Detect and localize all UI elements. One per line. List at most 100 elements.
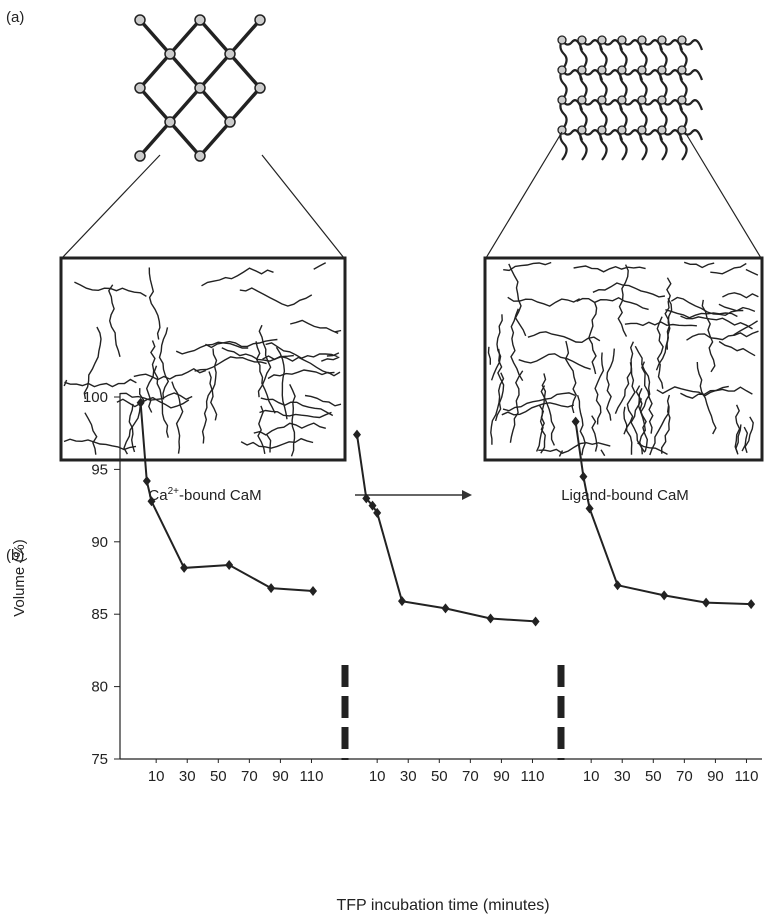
polymer-chain	[503, 393, 575, 411]
polymer-chain	[314, 263, 326, 270]
node	[165, 49, 175, 59]
zoom-line	[62, 155, 160, 258]
x-tick-label: 110	[300, 768, 324, 785]
strand	[230, 20, 260, 54]
x-tick-label: 10	[369, 768, 386, 785]
node	[618, 126, 626, 134]
polymer-chain	[631, 398, 645, 452]
strand	[680, 70, 702, 100]
polymer-chain	[671, 298, 743, 316]
strand	[600, 100, 622, 130]
strand	[640, 70, 662, 100]
node	[255, 15, 265, 25]
x-tick-label: 70	[676, 768, 693, 785]
strand	[200, 20, 230, 54]
polymer-chain	[657, 298, 672, 370]
strand	[660, 130, 682, 160]
polymer-chain	[290, 320, 338, 333]
x-tick-label: 110	[735, 768, 759, 785]
node	[578, 36, 586, 44]
strand	[560, 130, 582, 160]
x-tick-label: 50	[210, 768, 227, 785]
x-tick-label: 10	[148, 768, 165, 785]
node	[225, 117, 235, 127]
node	[195, 151, 205, 161]
polymer-chain	[697, 362, 716, 434]
caption-sup: 2+	[168, 486, 180, 497]
polymer-network	[64, 262, 759, 456]
node	[618, 36, 626, 44]
polymer-chain	[202, 268, 274, 286]
polymer-chain	[268, 370, 340, 379]
node	[678, 36, 686, 44]
polymer-chain	[574, 266, 646, 272]
polymer-chain	[657, 386, 729, 395]
polymer-chain	[267, 435, 271, 453]
strand	[580, 40, 602, 70]
node	[165, 117, 175, 127]
zoom-line	[486, 132, 562, 258]
polymer-chain	[687, 331, 759, 340]
polymer-chain	[492, 314, 503, 380]
strand	[230, 88, 260, 122]
node	[558, 96, 566, 104]
strand	[620, 130, 642, 160]
line	[576, 422, 752, 604]
panel-label: (a)	[6, 9, 24, 26]
strand	[140, 122, 170, 156]
polymer-chain	[595, 353, 603, 425]
x-tick-label: 30	[400, 768, 417, 785]
caption: Ca2+-bound CaM	[148, 486, 261, 504]
x-tick-label: 70	[241, 768, 258, 785]
point	[614, 580, 622, 590]
node	[558, 36, 566, 44]
polymer-chain	[109, 285, 120, 357]
y-tick-label: 90	[91, 534, 108, 551]
node	[135, 15, 145, 25]
polymer-chain	[607, 349, 615, 421]
node	[598, 36, 606, 44]
polymer-chain	[64, 380, 136, 387]
point	[532, 616, 540, 626]
node	[558, 66, 566, 74]
polymer-chain	[263, 356, 335, 373]
polymer-chain	[710, 264, 746, 274]
node	[658, 126, 666, 134]
polymer-chain	[160, 327, 169, 399]
node	[578, 126, 586, 134]
x-tick-label: 30	[179, 768, 196, 785]
y-tick-label: 85	[91, 606, 108, 623]
polymer-chain	[211, 348, 217, 420]
point	[487, 614, 495, 624]
figure: (a) Ca2+-bound CaM Ligand-bound CaM (b) …	[0, 0, 765, 917]
strand	[230, 54, 260, 88]
strand	[600, 70, 622, 100]
polymer-chain	[566, 341, 577, 413]
zoom-line	[262, 155, 344, 258]
strand	[580, 130, 602, 160]
polymer-chain	[680, 387, 752, 398]
polymer-chain	[203, 372, 212, 444]
strand	[200, 122, 230, 156]
strand	[560, 100, 582, 130]
point	[267, 583, 275, 593]
polymer-chain	[240, 288, 312, 306]
node	[638, 66, 646, 74]
node	[618, 66, 626, 74]
strand	[560, 70, 582, 100]
strand	[170, 20, 200, 54]
polymer-chain	[615, 342, 633, 414]
polymer-chain	[601, 450, 605, 456]
strand	[560, 40, 582, 70]
zoom-line	[685, 132, 761, 258]
x-tick-label: 90	[707, 768, 724, 785]
point	[747, 599, 755, 609]
node	[618, 96, 626, 104]
node	[658, 66, 666, 74]
polymer-chain	[172, 382, 183, 454]
point	[398, 596, 406, 606]
node	[578, 96, 586, 104]
y-tick-label: 75	[91, 751, 108, 768]
polymer-chain	[662, 406, 670, 454]
strand	[660, 100, 682, 130]
